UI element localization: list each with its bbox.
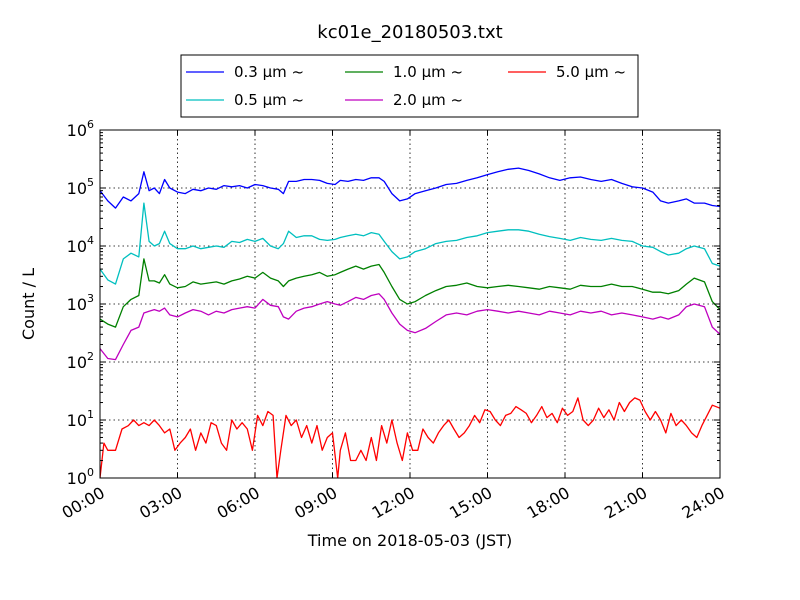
x-tick-label: 18:00 — [524, 483, 573, 523]
legend-box — [180, 54, 639, 118]
series-line-1 — [100, 202, 720, 285]
legend-label-2: 1.0 μm ~ — [393, 63, 463, 81]
y-tick-labels: 100 101 102 103 104 105 106 — [67, 118, 94, 488]
y-tick-label: 100 — [67, 466, 94, 488]
legend: 0.3 μm ~ 0.5 μm ~ 1.0 μm ~ 2.0 μm ~ 5.0 μm ~ — [180, 54, 639, 118]
x-axis-label: Time on 2018-05-03 (JST) — [307, 531, 512, 550]
y-tick-label: 104 — [67, 234, 94, 256]
y-tick-label: 103 — [67, 292, 94, 314]
x-tick-labels: 00:00 03:00 06:00 09:00 12:00 15:00 18:00 21:00… — [59, 483, 728, 523]
x-tick-label: 12:00 — [369, 483, 418, 523]
y-axis-label: Count / L — [19, 268, 38, 340]
y-tick-label: 102 — [67, 350, 94, 372]
y-tick-label: 101 — [67, 408, 94, 430]
series-line-2 — [100, 258, 720, 328]
series-lines — [100, 167, 720, 478]
x-tick-label: 00:00 — [59, 483, 108, 523]
series-line-4 — [100, 397, 720, 478]
y-tick-label: 105 — [67, 176, 94, 198]
x-tick-label: 03:00 — [136, 483, 185, 523]
legend-label-4: 5.0 μm ~ — [556, 63, 626, 81]
x-tick-label: 09:00 — [291, 483, 340, 523]
x-tick-label: 06:00 — [214, 483, 263, 523]
series-line-3 — [100, 293, 720, 361]
legend-label-3: 2.0 μm ~ — [393, 91, 463, 109]
x-tick-label: 21:00 — [601, 483, 650, 523]
y-tick-label: 106 — [67, 118, 94, 140]
axis-ticks — [99, 129, 721, 479]
x-tick-label: 15:00 — [446, 483, 495, 523]
legend-label-1: 0.5 μm ~ — [234, 91, 304, 109]
x-tick-label: 24:00 — [679, 483, 728, 523]
chart-title: kc01e_20180503.txt — [317, 22, 502, 43]
grid — [100, 130, 720, 478]
legend-label-0: 0.3 μm ~ — [234, 63, 304, 81]
series-line-0 — [100, 167, 720, 209]
